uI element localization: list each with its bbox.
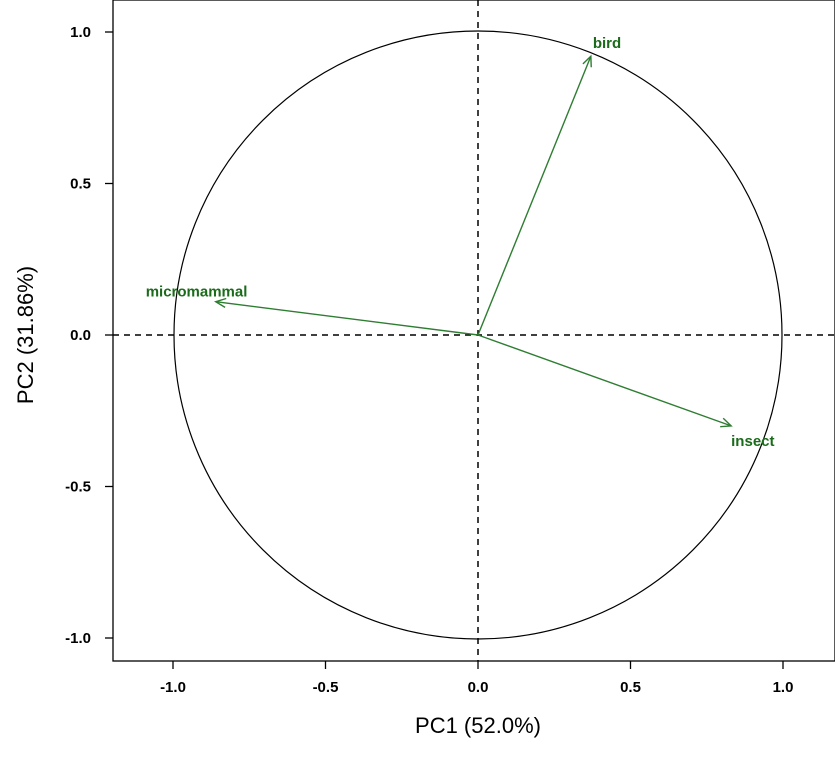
y-tick-label: 1.0 <box>70 24 91 41</box>
y-axis: -1.0 -0.5 0.0 0.5 1.0 <box>65 24 113 647</box>
y-tick-label: 0.5 <box>70 176 91 193</box>
x-tick-label: -1.0 <box>160 679 186 696</box>
vector-bird <box>477 55 592 336</box>
vector-label-bird: bird <box>593 35 621 52</box>
arrowhead-micromammal <box>213 297 227 308</box>
loading-vectors: bird micromammal insect <box>146 35 775 450</box>
x-tick-label: 0.5 <box>620 679 641 696</box>
y-axis-title: PC2 (31.86%) <box>13 266 38 404</box>
x-tick-label: 0.0 <box>468 679 489 696</box>
y-tick-label: -1.0 <box>65 630 91 647</box>
x-axis-title: PC1 (52.0%) <box>415 713 541 738</box>
x-tick-label: 1.0 <box>773 679 794 696</box>
unit-circle <box>173 30 783 640</box>
x-tick-label: -0.5 <box>313 679 339 696</box>
x-axis: -1.0 -0.5 0.0 0.5 1.0 <box>160 661 793 696</box>
arrowhead-bird <box>582 54 592 68</box>
arrowhead-insect <box>720 417 733 428</box>
y-tick-label: 0.0 <box>70 327 91 344</box>
y-tick-label: -0.5 <box>65 479 91 496</box>
vector-label-insect: insect <box>731 433 774 450</box>
vector-label-micromammal: micromammal <box>146 284 248 301</box>
vector-micromammal <box>215 300 479 336</box>
vector-insect <box>477 334 732 427</box>
plot-frame <box>112 0 835 662</box>
